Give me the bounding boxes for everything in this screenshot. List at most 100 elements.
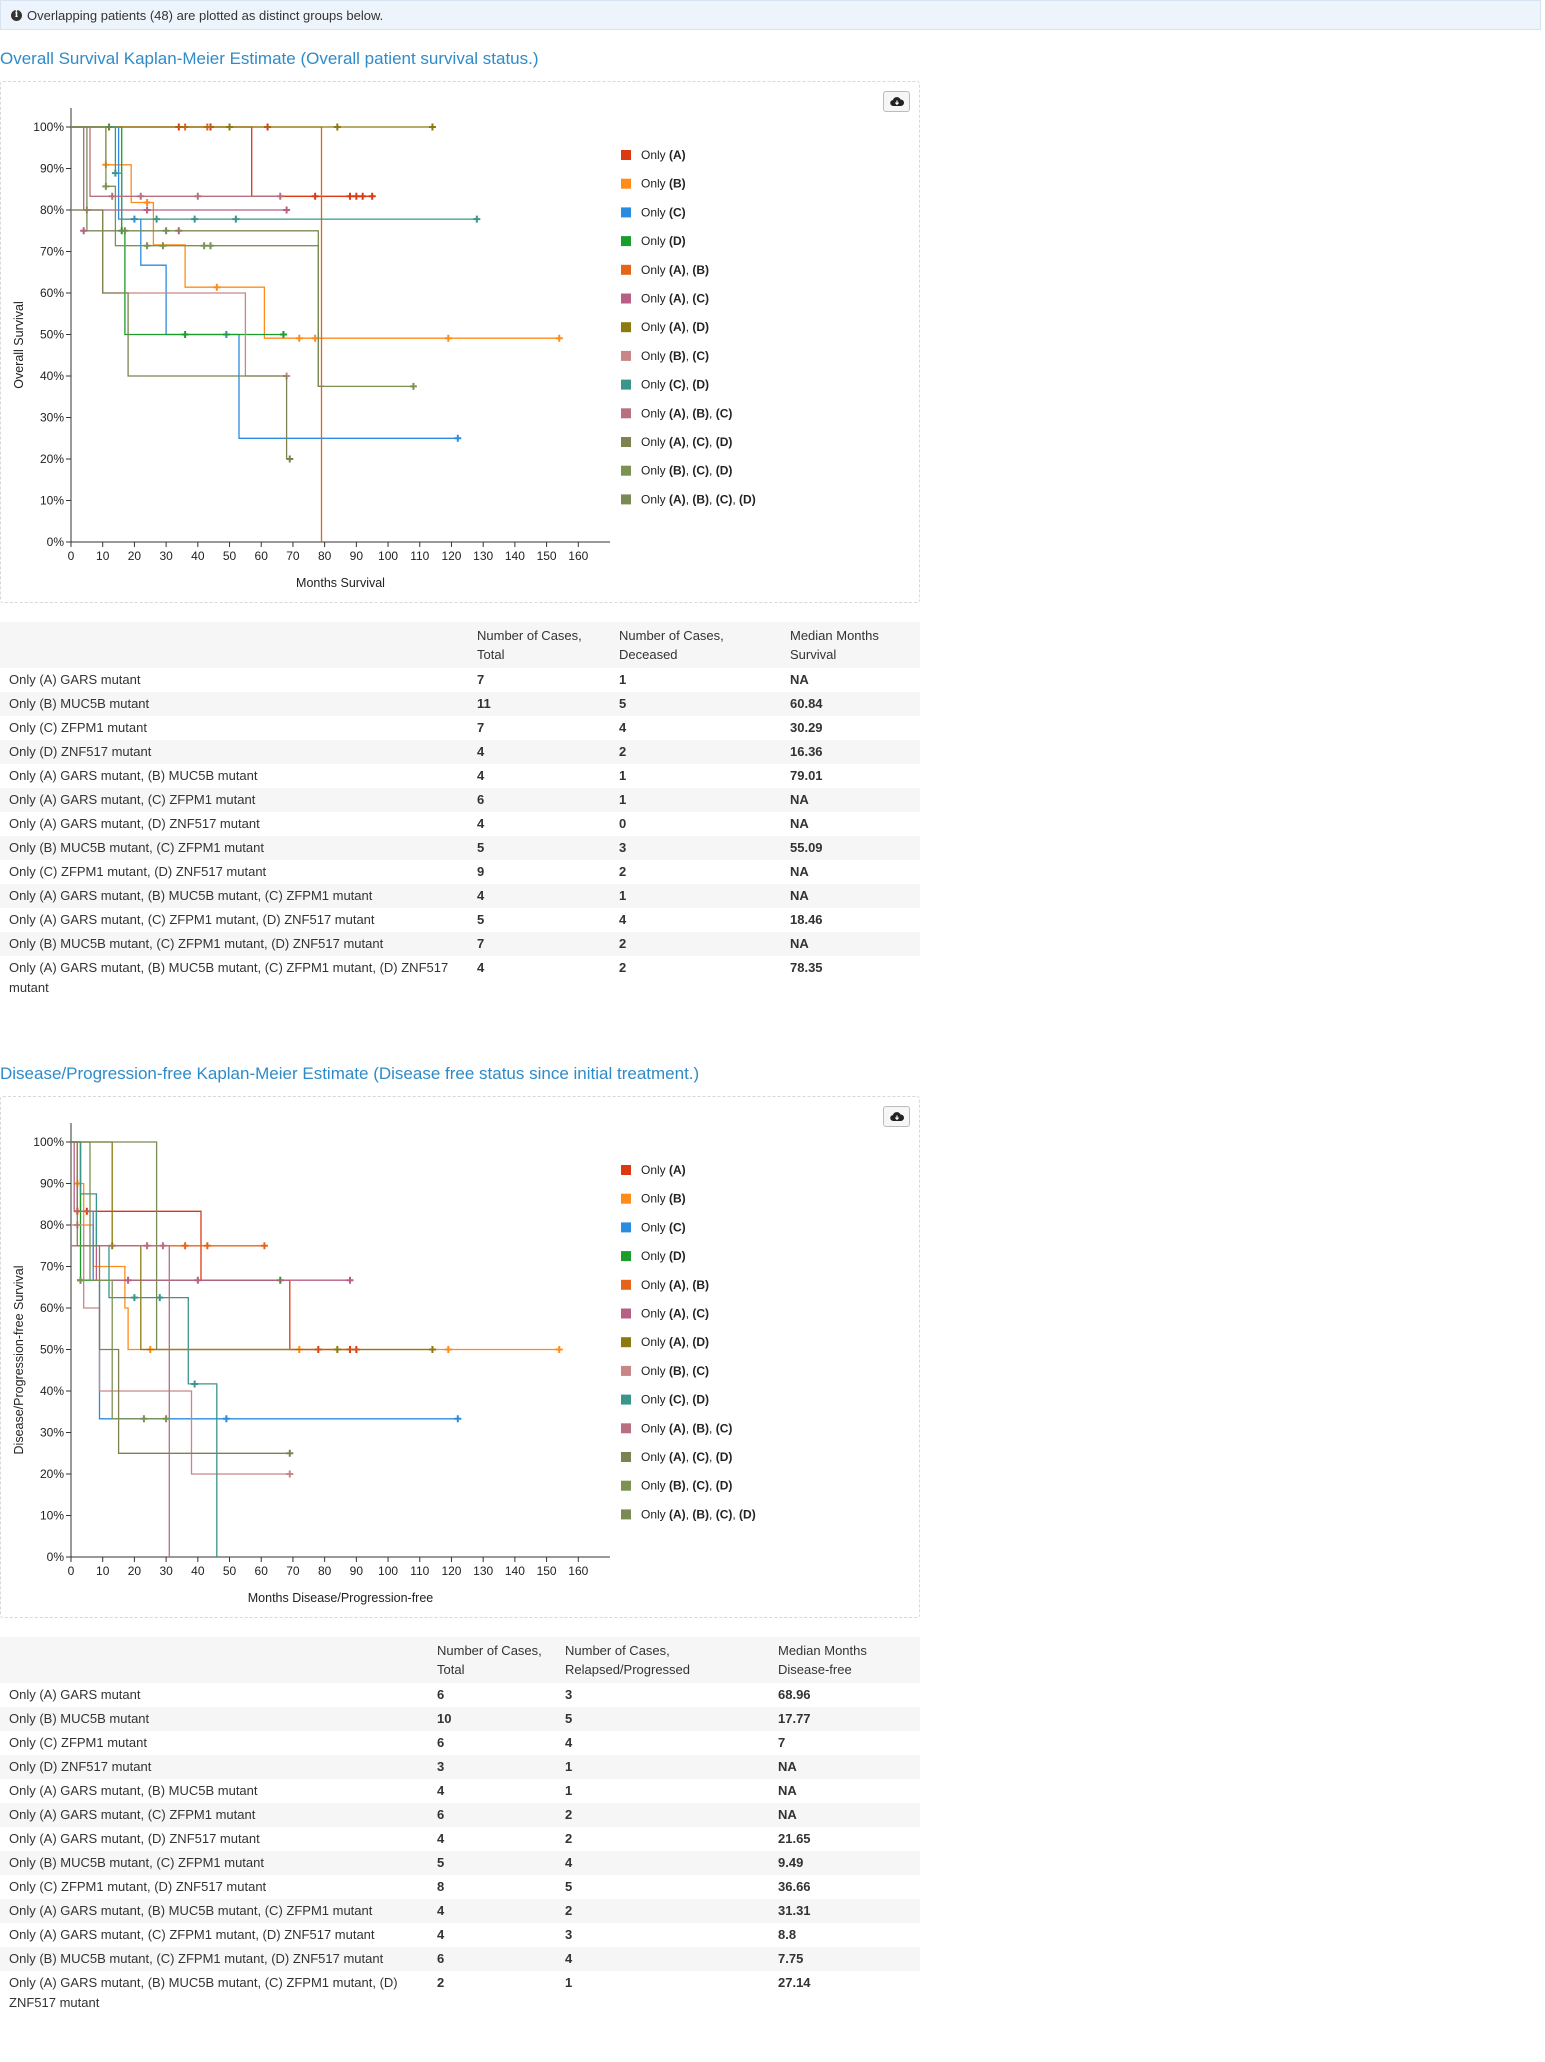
censor-mark[interactable] <box>194 192 202 200</box>
censor-mark[interactable] <box>283 206 291 214</box>
legend-item[interactable]: Only (A), (D) <box>621 320 709 334</box>
censor-mark[interactable] <box>159 1242 167 1250</box>
censor-mark[interactable] <box>200 242 208 250</box>
km-curve[interactable] <box>71 1245 170 1557</box>
legend-item[interactable]: Only (A), (C), (D) <box>621 435 732 449</box>
censor-mark[interactable] <box>444 334 452 342</box>
censor-mark[interactable] <box>162 227 170 235</box>
km-series[interactable] <box>71 1242 170 1557</box>
censor-mark[interactable] <box>140 1415 148 1423</box>
km-curve[interactable] <box>71 126 287 211</box>
censor-mark[interactable] <box>286 455 294 463</box>
censor-mark[interactable] <box>279 331 287 338</box>
legend-item[interactable]: Only (D) <box>621 1249 686 1263</box>
legend-item[interactable]: Only (A), (B) <box>621 263 709 277</box>
km-series[interactable] <box>71 1141 462 1423</box>
km-series[interactable] <box>71 1141 293 1351</box>
legend-item[interactable]: Only (A), (B) <box>621 1278 709 1292</box>
censor-mark[interactable] <box>286 1470 294 1478</box>
km-series[interactable] <box>71 1141 294 1457</box>
dfs-section-title[interactable]: Disease/Progression-free Kaplan-Meier Es… <box>0 1064 700 1083</box>
censor-mark[interactable] <box>359 192 367 200</box>
km-series[interactable] <box>71 126 563 342</box>
censor-mark[interactable] <box>311 334 319 342</box>
censor-mark[interactable] <box>156 1294 164 1302</box>
km-series[interactable] <box>71 1141 284 1284</box>
km-series[interactable] <box>71 1141 360 1353</box>
censor-mark[interactable] <box>213 283 221 291</box>
censor-mark[interactable] <box>111 169 119 177</box>
censor-mark[interactable] <box>121 227 129 235</box>
censor-mark[interactable] <box>181 1242 189 1250</box>
km-series[interactable] <box>71 1141 563 1353</box>
legend-item[interactable]: Only (A), (B), (C), (D) <box>621 1507 756 1521</box>
dfs-download-button[interactable] <box>883 1106 910 1127</box>
censor-mark[interactable] <box>555 1346 563 1353</box>
km-curve[interactable] <box>71 1141 290 1454</box>
km-curve[interactable] <box>71 1141 293 1351</box>
legend-item[interactable]: Only (C), (D) <box>621 378 709 392</box>
legend-item[interactable]: Only (D) <box>621 234 686 248</box>
legend-item[interactable]: Only (A) <box>621 1163 686 1177</box>
legend-item[interactable]: Only (B) <box>621 1192 686 1206</box>
km-series[interactable] <box>71 1141 436 1353</box>
km-curve[interactable] <box>71 126 414 388</box>
legend-item[interactable]: Only (C), (D) <box>621 1393 709 1407</box>
censor-mark[interactable] <box>102 182 110 190</box>
censor-mark[interactable] <box>191 1380 199 1388</box>
censor-mark[interactable] <box>232 215 240 223</box>
censor-mark[interactable] <box>143 1242 151 1250</box>
km-series[interactable] <box>71 209 294 463</box>
censor-mark[interactable] <box>454 1415 462 1423</box>
censor-mark[interactable] <box>137 192 145 200</box>
censor-mark[interactable] <box>333 123 341 131</box>
censor-mark[interactable] <box>352 192 360 200</box>
km-series[interactable] <box>71 123 462 442</box>
legend-item[interactable]: Only (C) <box>621 1220 686 1234</box>
censor-mark[interactable] <box>409 382 417 390</box>
km-series[interactable] <box>71 126 291 235</box>
censor-mark[interactable] <box>222 1415 230 1423</box>
censor-mark[interactable] <box>428 1346 436 1353</box>
legend-item[interactable]: Only (A), (D) <box>621 1335 709 1349</box>
censor-mark[interactable] <box>454 434 462 442</box>
censor-mark[interactable] <box>276 192 284 200</box>
km-curve[interactable] <box>71 126 325 388</box>
legend-item[interactable]: Only (A), (C), (D) <box>621 1450 732 1464</box>
censor-mark[interactable] <box>428 123 436 131</box>
censor-mark[interactable] <box>555 334 563 342</box>
censor-mark[interactable] <box>159 242 167 250</box>
km-series[interactable] <box>71 126 417 390</box>
legend-item[interactable]: Only (B), (C), (D) <box>621 1479 732 1493</box>
legend-item[interactable]: Only (A) <box>621 148 686 162</box>
km-series[interactable] <box>71 123 376 200</box>
km-series[interactable] <box>71 126 325 388</box>
censor-mark[interactable] <box>203 1242 211 1250</box>
km-curve[interactable] <box>71 209 288 459</box>
censor-mark[interactable] <box>124 1276 132 1284</box>
censor-mark[interactable] <box>368 192 376 200</box>
censor-mark[interactable] <box>153 215 161 223</box>
censor-mark[interactable] <box>260 1242 268 1250</box>
legend-item[interactable]: Only (B), (C) <box>621 1364 709 1378</box>
censor-mark[interactable] <box>226 123 234 131</box>
censor-mark[interactable] <box>108 192 116 200</box>
censor-mark[interactable] <box>286 1449 294 1457</box>
censor-mark[interactable] <box>143 206 151 214</box>
legend-item[interactable]: Only (A), (B), (C) <box>621 1421 732 1435</box>
censor-mark[interactable] <box>295 334 303 342</box>
km-curve[interactable] <box>71 126 560 339</box>
km-curve[interactable] <box>71 126 477 220</box>
legend-item[interactable]: Only (B), (C), (D) <box>621 464 732 478</box>
censor-mark[interactable] <box>311 192 319 200</box>
os-section-title[interactable]: Overall Survival Kaplan-Meier Estimate (… <box>0 49 539 68</box>
censor-mark[interactable] <box>80 227 88 235</box>
legend-item[interactable]: Only (A), (C) <box>621 1307 709 1321</box>
censor-mark[interactable] <box>143 199 151 207</box>
legend-item[interactable]: Only (B) <box>621 177 686 191</box>
censor-mark[interactable] <box>194 1276 202 1284</box>
censor-mark[interactable] <box>333 1346 341 1353</box>
censor-mark[interactable] <box>444 1346 452 1353</box>
legend-item[interactable]: Only (A), (C) <box>621 292 709 306</box>
legend-item[interactable]: Only (C) <box>621 205 686 219</box>
